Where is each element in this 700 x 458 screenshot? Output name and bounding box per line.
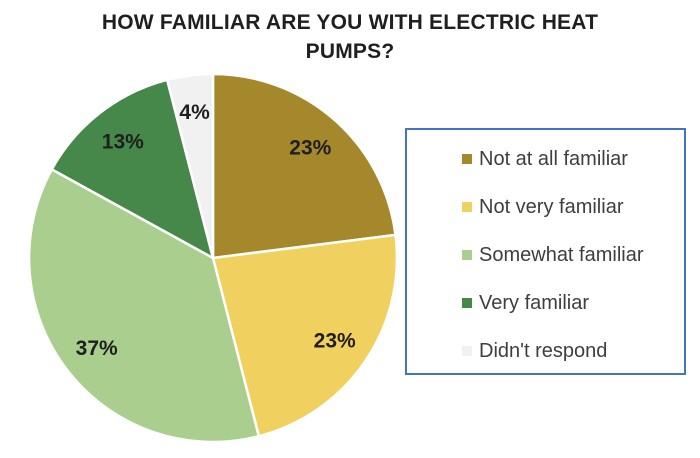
legend-item: Didn't respond <box>462 327 684 375</box>
chart-title: HOW FAMILIAR ARE YOU WITH ELECTRIC HEAT … <box>0 8 700 66</box>
legend-marker-somewhat-familiar <box>462 250 472 260</box>
slice-label-0: 23% <box>289 137 331 160</box>
legend: Not at all familiar Not very familiar So… <box>405 128 686 375</box>
chart-title-text: HOW FAMILIAR ARE YOU WITH ELECTRIC HEAT … <box>101 11 599 63</box>
pie-slice-1 <box>211 233 399 438</box>
legend-label: Not at all familiar <box>479 147 628 170</box>
slice-label-1: 23% <box>314 330 356 353</box>
pie-slice-2 <box>27 168 261 444</box>
legend-item: Not very familiar <box>462 183 684 231</box>
legend-item: Not at all familiar <box>462 135 684 183</box>
legend-marker-didnt-respond <box>462 346 472 356</box>
legend-marker-not-at-all-familiar <box>462 154 472 164</box>
legend-marker-very-familiar <box>462 298 472 308</box>
legend-item: Somewhat familiar <box>462 231 684 279</box>
legend-item: Very familiar <box>462 279 684 327</box>
slice-label-2: 37% <box>76 337 118 360</box>
pie-slice-4 <box>165 72 215 260</box>
pie-slice-0 <box>211 72 397 260</box>
slice-label-4: 4% <box>179 101 210 124</box>
pie-slice-3 <box>50 78 215 260</box>
slice-label-3: 13% <box>102 131 144 154</box>
legend-label: Very familiar <box>479 291 590 314</box>
legend-marker-not-very-familiar <box>462 202 472 212</box>
legend-label: Not very familiar <box>479 195 624 218</box>
legend-label: Somewhat familiar <box>479 243 644 266</box>
legend-label: Didn't respond <box>479 339 608 362</box>
